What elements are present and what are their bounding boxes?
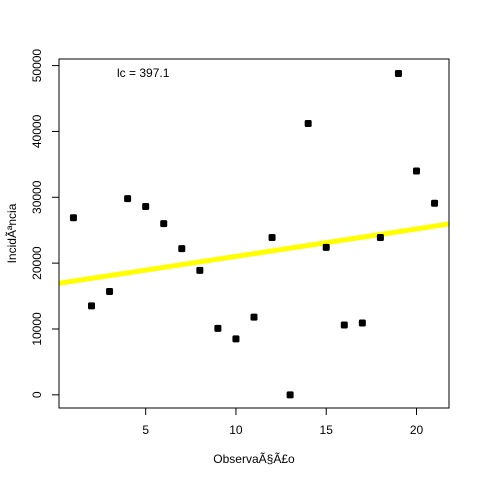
y-tick-label: 0	[30, 391, 44, 398]
plot-box	[58, 58, 450, 409]
data-point	[376, 233, 384, 241]
y-tick-label: 40000	[30, 114, 44, 148]
data-point	[196, 266, 204, 274]
data-point	[178, 245, 186, 253]
data-point	[106, 287, 114, 295]
x-tick-label: 5	[142, 423, 149, 437]
data-point	[142, 203, 150, 211]
data-point	[394, 69, 402, 77]
data-point	[124, 195, 132, 203]
data-point	[340, 321, 348, 329]
data-point	[214, 324, 222, 332]
x-axis: 5 10 15 20	[142, 407, 424, 437]
data-point	[268, 233, 276, 241]
annotation-label: lc = 397.1	[117, 66, 170, 80]
data-point	[232, 335, 240, 343]
x-tick-label: 20	[410, 423, 424, 437]
data-point	[413, 167, 420, 175]
x-tick-label: 15	[320, 423, 334, 437]
y-axis: 0 10000 20000 30000 40000 50000	[30, 49, 60, 398]
data-point	[358, 319, 366, 327]
data-point	[286, 391, 294, 399]
y-tick-label: 20000	[30, 246, 44, 280]
x-tick-label: 10	[229, 423, 243, 437]
data-point	[431, 199, 439, 207]
y-tick-label: 50000	[30, 49, 44, 83]
data-point	[88, 302, 95, 310]
data-point	[250, 313, 258, 321]
y-axis-label: IncidÃªncia	[5, 203, 19, 263]
trend-line	[59, 221, 449, 286]
data-point	[69, 214, 77, 222]
y-tick-label: 30000	[30, 180, 44, 214]
data-point	[160, 220, 168, 228]
data-point	[322, 243, 330, 251]
plot-area	[59, 69, 449, 399]
data-point	[304, 120, 312, 128]
y-tick-label: 10000	[30, 312, 44, 346]
x-axis-label: ObservaÃ§Ã£o	[213, 452, 295, 466]
